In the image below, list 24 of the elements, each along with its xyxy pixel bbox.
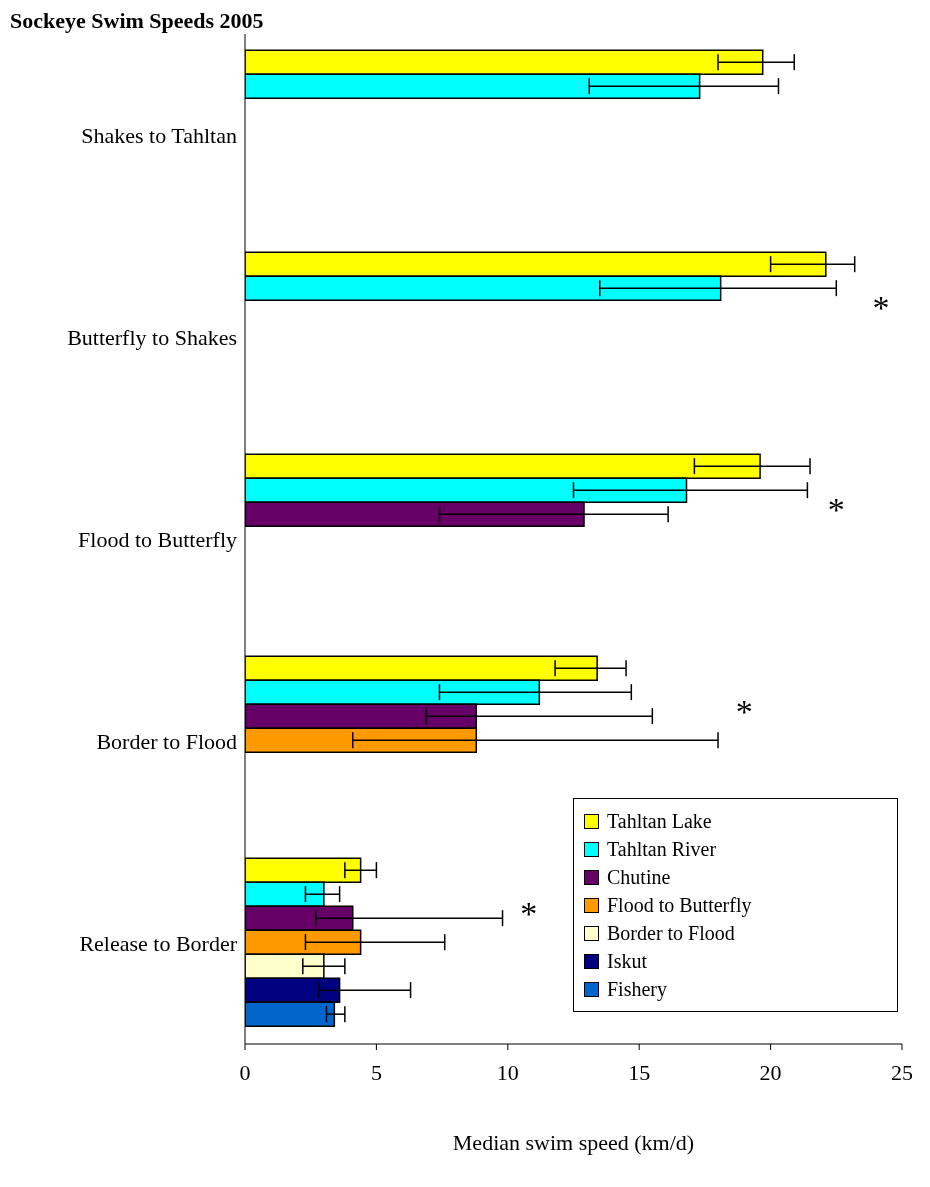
x-tick-label: 0 [239,1059,251,1085]
legend-label: Chutine [607,865,671,889]
y-tick-label: Release to Border [79,930,238,956]
legend-label: Fishery [607,977,667,1001]
legend-label: Tahltan Lake [607,809,712,833]
y-tick-label: Butterfly to Shakes [67,324,237,350]
annotation: * [872,289,890,327]
x-tick-label: 25 [891,1059,913,1085]
x-tick-label: 20 [759,1059,782,1085]
x-tick-label: 15 [628,1059,651,1085]
legend-label: Iskut [607,949,647,973]
legend-label: Flood to Butterfly [607,893,752,917]
y-tick-label: Border to Flood [96,728,237,754]
x-tick-label: 10 [496,1059,519,1085]
y-tick-label: Flood to Butterfly [78,526,237,552]
legend-label: Tahltan River [607,837,717,861]
legend-label: Border to Flood [607,921,735,945]
chart-title: Sockeye Swim Speeds 2005 [10,8,265,34]
x-axis-title: Median swim speed (km/d) [452,1129,695,1155]
annotation: * [735,693,753,731]
annotation: * [827,491,845,529]
annotation: * [520,895,538,933]
x-tick-label: 5 [370,1059,382,1085]
y-tick-label: Shakes to Tahltan [81,122,237,148]
